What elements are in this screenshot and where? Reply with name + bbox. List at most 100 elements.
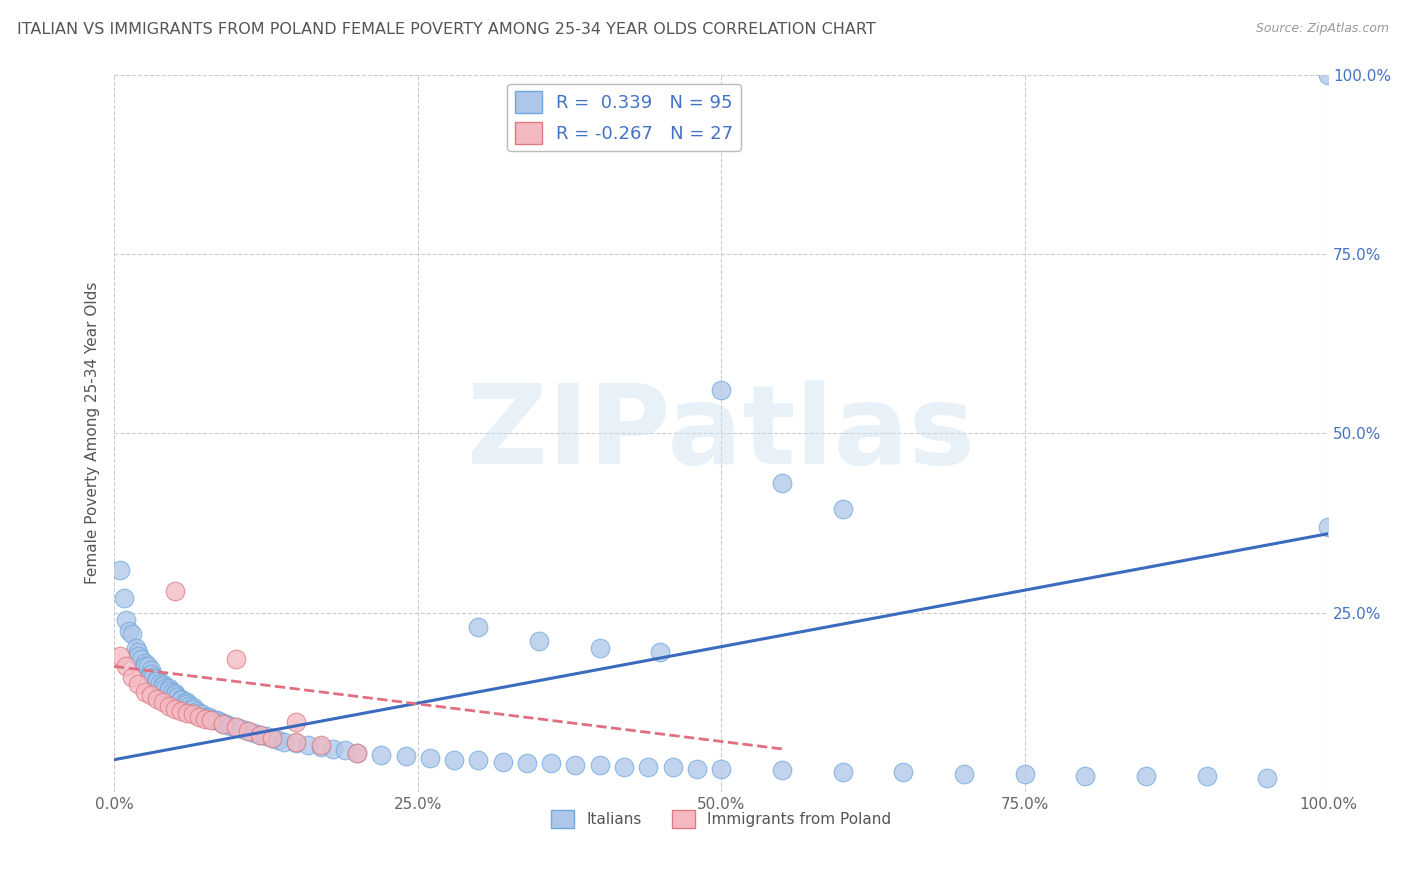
Point [236, 723, 259, 738]
Point [589, 641, 612, 656]
Point [225, 720, 247, 734]
Point [209, 714, 232, 729]
Point [527, 634, 550, 648]
Point [1014, 767, 1036, 781]
Point [152, 695, 174, 709]
Point [181, 700, 204, 714]
Point [1074, 769, 1097, 783]
Point [188, 706, 211, 720]
Point [686, 762, 709, 776]
Point [176, 698, 198, 712]
Point [215, 716, 238, 731]
Point [267, 733, 290, 747]
Point [194, 712, 217, 726]
Point [153, 681, 176, 695]
Text: ZIPatlas: ZIPatlas [467, 380, 974, 487]
Point [637, 760, 659, 774]
Point [125, 641, 148, 656]
Point [170, 691, 193, 706]
Point [770, 476, 793, 491]
Point [770, 764, 793, 778]
Point [285, 736, 308, 750]
Point [127, 677, 149, 691]
Point [127, 645, 149, 659]
Point [136, 659, 159, 673]
Point [1317, 68, 1340, 82]
Point [176, 706, 198, 720]
Point [115, 613, 138, 627]
Point [152, 679, 174, 693]
Point [157, 681, 180, 695]
Point [170, 704, 193, 718]
Point [540, 756, 562, 771]
Point [419, 750, 441, 764]
Point [186, 704, 208, 718]
Point [831, 501, 853, 516]
Point [152, 677, 174, 691]
Point [127, 648, 149, 663]
Point [188, 709, 211, 723]
Point [309, 739, 332, 754]
Point [149, 676, 172, 690]
Point [710, 762, 733, 776]
Point [134, 656, 156, 670]
Point [243, 726, 266, 740]
Point [443, 753, 465, 767]
Point [198, 709, 221, 723]
Point [249, 728, 271, 742]
Point [121, 670, 143, 684]
Point [163, 686, 186, 700]
Point [394, 749, 416, 764]
Point [613, 760, 636, 774]
Point [225, 720, 247, 734]
Point [200, 713, 222, 727]
Point [163, 688, 186, 702]
Point [346, 746, 368, 760]
Point [181, 702, 204, 716]
Text: Source: ZipAtlas.com: Source: ZipAtlas.com [1256, 22, 1389, 36]
Y-axis label: Female Poverty Among 25-34 Year Olds: Female Poverty Among 25-34 Year Olds [86, 282, 100, 584]
Point [145, 673, 167, 688]
Point [236, 723, 259, 738]
Point [309, 739, 332, 753]
Point [145, 672, 167, 686]
Point [467, 753, 489, 767]
Point [129, 652, 152, 666]
Point [139, 663, 162, 677]
Point [176, 695, 198, 709]
Point [225, 652, 247, 666]
Point [249, 728, 271, 742]
Point [202, 713, 225, 727]
Point [194, 709, 217, 723]
Point [179, 698, 201, 713]
Point [121, 627, 143, 641]
Legend: Italians, Immigrants from Poland: Italians, Immigrants from Poland [546, 804, 897, 835]
Point [207, 713, 229, 727]
Point [467, 620, 489, 634]
Point [218, 719, 240, 733]
Point [650, 645, 672, 659]
Point [162, 684, 184, 698]
Point [190, 707, 212, 722]
Point [139, 688, 162, 702]
Text: ITALIAN VS IMMIGRANTS FROM POLAND FEMALE POVERTY AMONG 25-34 YEAR OLDS CORRELATI: ITALIAN VS IMMIGRANTS FROM POLAND FEMALE… [17, 22, 876, 37]
Point [134, 659, 156, 673]
Point [231, 722, 253, 736]
Point [166, 690, 188, 704]
Point [157, 698, 180, 713]
Point [492, 755, 515, 769]
Point [273, 735, 295, 749]
Point [254, 729, 277, 743]
Point [589, 757, 612, 772]
Point [516, 756, 538, 771]
Point [831, 764, 853, 779]
Point [212, 716, 235, 731]
Point [370, 747, 392, 762]
Point [200, 712, 222, 726]
Point [346, 746, 368, 760]
Point [260, 731, 283, 746]
Point [157, 683, 180, 698]
Point [212, 716, 235, 731]
Point [333, 743, 356, 757]
Point [297, 739, 319, 753]
